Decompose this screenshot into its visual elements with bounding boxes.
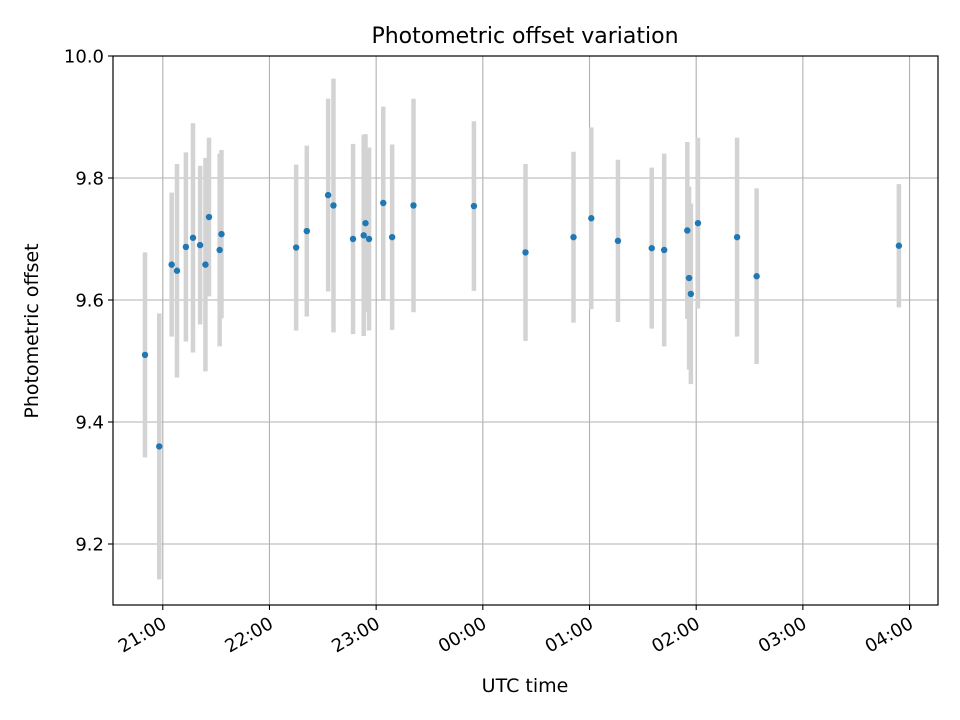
data-points	[141, 191, 903, 450]
data-point	[614, 237, 622, 245]
y-tick-label: 10.0	[64, 47, 104, 68]
data-point	[218, 230, 225, 238]
plot-frame	[112, 55, 939, 606]
data-point	[410, 202, 417, 209]
data-point	[182, 243, 190, 251]
data-point	[168, 261, 175, 268]
y-tick-label: 9.8	[75, 169, 104, 190]
data-point	[303, 227, 311, 235]
data-point	[522, 249, 529, 256]
data-point	[365, 235, 373, 243]
data-point	[173, 267, 181, 274]
data-point	[349, 235, 357, 243]
data-point	[685, 274, 693, 282]
chart-title: Photometric offset variation	[371, 24, 678, 49]
data-point	[388, 233, 396, 241]
data-point	[330, 202, 337, 209]
y-tick-label: 9.6	[75, 291, 104, 312]
data-point	[380, 199, 387, 207]
y-tick-label: 9.2	[75, 535, 104, 556]
data-point	[360, 232, 367, 239]
data-point	[189, 234, 197, 241]
data-point	[141, 351, 149, 359]
data-point	[292, 244, 300, 251]
data-point	[684, 227, 691, 234]
x-axis-label: UTC time	[482, 675, 569, 697]
data-point	[205, 213, 213, 221]
data-point	[202, 261, 209, 268]
data-point	[694, 219, 702, 227]
data-point	[687, 290, 695, 298]
data-point	[156, 443, 163, 450]
data-point	[324, 191, 332, 199]
data-point	[196, 241, 204, 249]
data-point	[660, 246, 668, 254]
data-point	[570, 233, 577, 241]
data-point	[362, 219, 369, 227]
data-point	[895, 242, 903, 249]
data-point	[216, 246, 223, 254]
data-point	[588, 215, 595, 222]
data-point	[753, 273, 760, 280]
y-axis: 9.2 9.4 9.6 9.8 10.0	[64, 47, 113, 556]
y-axis-label: Photometric offset	[21, 243, 43, 418]
y-tick-label: 9.4	[75, 413, 104, 434]
data-point	[733, 233, 741, 241]
data-point	[470, 202, 478, 210]
data-point	[648, 244, 655, 252]
